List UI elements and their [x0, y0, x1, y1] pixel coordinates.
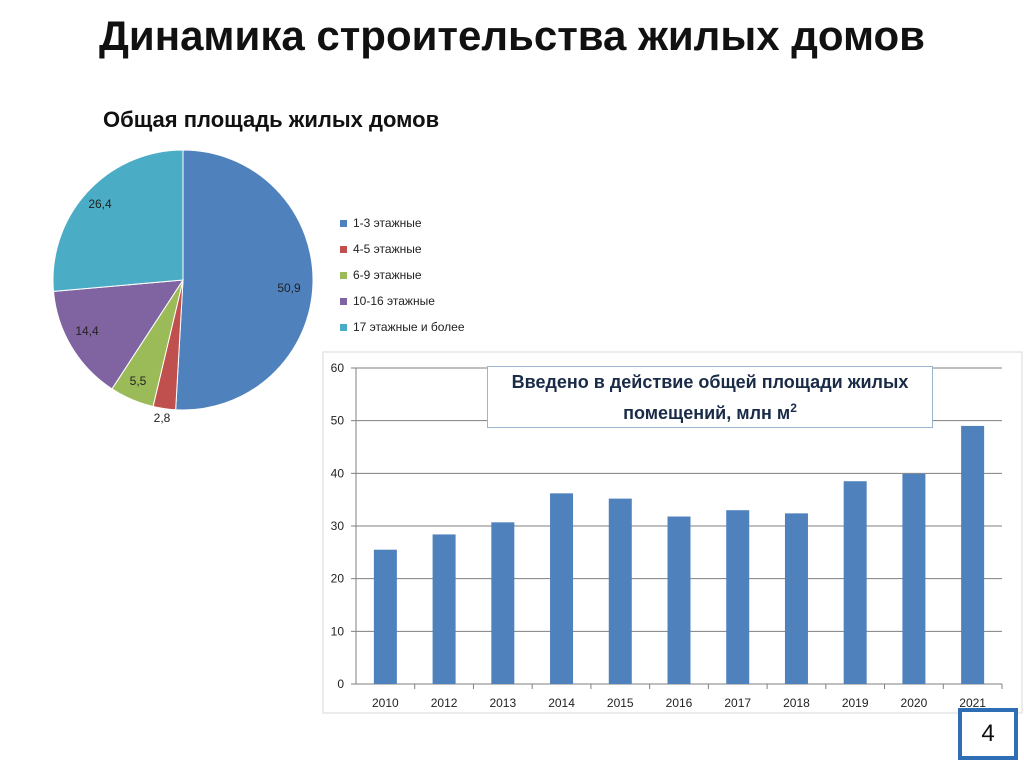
bar-2012 — [432, 534, 456, 684]
x-tick-label: 2013 — [489, 696, 516, 710]
pie-value-label: 14,4 — [75, 324, 99, 338]
x-tick-label: 2018 — [783, 696, 810, 710]
legend-item-6-9-этажные: 6-9 этажные — [340, 262, 465, 288]
bar-2015 — [608, 498, 632, 684]
y-tick-label: 10 — [331, 624, 345, 638]
legend-swatch — [340, 245, 347, 253]
legend-item-4-5-этажные: 4-5 этажные — [340, 236, 465, 262]
y-tick-label: 30 — [331, 519, 345, 533]
pie-slice-10-16-этажные — [52, 279, 184, 390]
x-tick-label: 2021 — [959, 696, 986, 710]
pie-legend: 1-3 этажные 4-5 этажные 6-9 этажные 10-16 э… — [340, 210, 465, 340]
legend-swatch — [340, 271, 347, 279]
legend-label: 17 этажные и более — [353, 320, 465, 334]
y-tick-label: 0 — [337, 677, 344, 691]
legend-item-10-16-этажные: 10-16 этажные — [340, 288, 465, 314]
legend-label: 1-3 этажные — [353, 216, 422, 230]
legend-label: 10-16 этажные — [353, 294, 435, 308]
legend-swatch — [340, 297, 347, 305]
x-tick-label: 2019 — [842, 696, 869, 710]
bar-2013 — [491, 522, 515, 684]
pie-value-label: 5,5 — [130, 374, 147, 388]
bar-2021 — [961, 425, 985, 684]
bar-2018 — [784, 513, 808, 684]
pie-slice-17-этажные-и-более — [52, 149, 184, 292]
bar-2017 — [726, 510, 750, 684]
x-tick-label: 2015 — [607, 696, 634, 710]
bar-2016 — [667, 516, 691, 684]
legend-item-1-3-этажные: 1-3 этажные — [340, 210, 465, 236]
bar-chart-title: Введено в действие общей площади жилых п… — [487, 366, 933, 428]
x-tick-label: 2010 — [372, 696, 399, 710]
pie-value-label: 50,9 — [277, 281, 301, 295]
legend-swatch — [340, 323, 347, 331]
bar-chart-title-text: Введено в действие общей площади жилых п… — [511, 371, 909, 423]
pie-value-label: 2,8 — [154, 411, 171, 425]
page-number: 4 — [961, 711, 1015, 757]
y-tick-label: 40 — [331, 466, 345, 480]
page-number-badge: 4 — [958, 708, 1018, 760]
x-tick-label: 2012 — [431, 696, 458, 710]
x-tick-label: 2016 — [666, 696, 693, 710]
legend-label: 4-5 этажные — [353, 242, 422, 256]
pie-value-label: 26,4 — [88, 197, 112, 211]
x-tick-label: 2017 — [724, 696, 751, 710]
bar-2010 — [373, 549, 397, 684]
slide-title: Динамика строительства жилых домов — [98, 12, 926, 59]
y-tick-label: 60 — [331, 361, 345, 375]
bar-chart-frame — [322, 351, 1023, 714]
legend-label: 6-9 этажные — [353, 268, 422, 282]
bar-2019 — [843, 481, 867, 684]
pie-chart-title: Общая площадь жилых домов — [103, 107, 440, 132]
legend-swatch — [340, 219, 347, 227]
legend-item-17-этажные-и-более: 17 этажные и более — [340, 314, 465, 340]
pie-slice-1-3-этажные — [175, 149, 314, 411]
x-tick-label: 2014 — [548, 696, 575, 710]
y-tick-label: 50 — [331, 414, 345, 428]
bar-2020 — [902, 473, 926, 684]
bar-chart-title-superscript: 2 — [790, 400, 797, 415]
x-tick-label: 2020 — [901, 696, 928, 710]
bar-2014 — [550, 493, 574, 684]
y-tick-label: 20 — [331, 572, 345, 586]
